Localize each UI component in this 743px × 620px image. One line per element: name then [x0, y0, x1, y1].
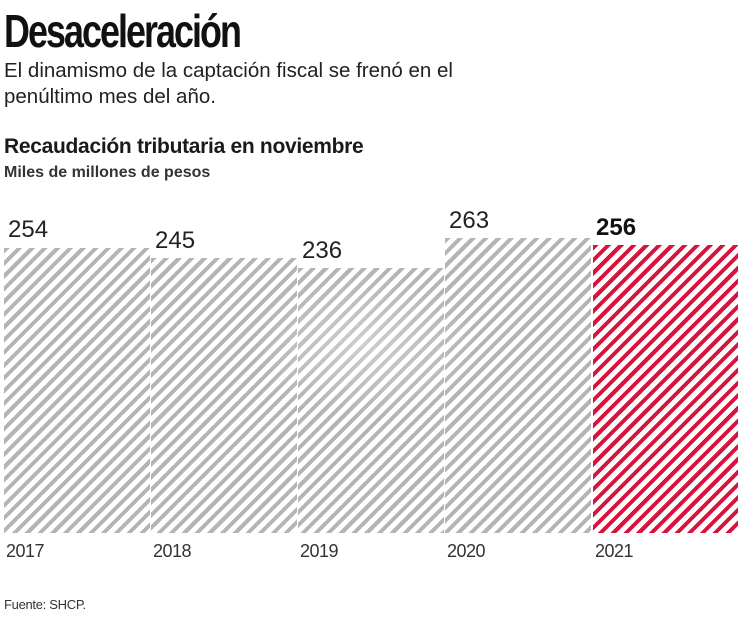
value-label-2017: 254 — [8, 216, 49, 243]
x-tick-2019: 2019 — [300, 541, 339, 561]
chart-title: Recaudación tributaria en noviembre — [4, 135, 364, 158]
value-label-2019: 236 — [302, 237, 343, 264]
value-label-2018: 245 — [155, 227, 196, 254]
subtitle: El dinamismo de la captación fiscal se f… — [4, 59, 453, 108]
bar-2017 — [4, 248, 150, 533]
bar-2020 — [445, 238, 591, 533]
x-tick-2021: 2021 — [595, 541, 634, 561]
value-label-2020: 263 — [449, 207, 490, 234]
chart-unit-label: Miles de millones de pesos — [4, 164, 211, 181]
bar-2021 — [593, 245, 738, 533]
bar-2019 — [298, 268, 444, 533]
x-tick-2020: 2020 — [447, 541, 486, 561]
x-tick-2018: 2018 — [153, 541, 192, 561]
headline: Desaceleración — [4, 5, 242, 57]
x-tick-2017: 2017 — [6, 541, 45, 561]
value-label-2021: 256 — [596, 214, 637, 241]
bar-2018 — [151, 258, 297, 533]
source-note: Fuente: SHCP. — [4, 597, 86, 612]
